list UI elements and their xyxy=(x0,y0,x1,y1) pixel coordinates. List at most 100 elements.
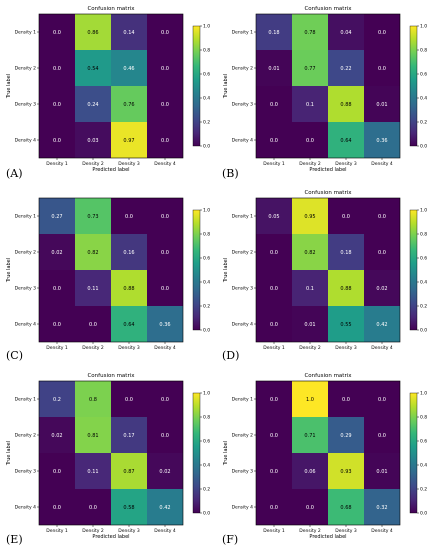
x-tick-label: Density 4 xyxy=(154,345,176,351)
heatmap-cell xyxy=(147,453,183,489)
heatmap-cell xyxy=(39,306,75,342)
y-tick-label: Density 4 xyxy=(15,505,37,511)
cell-value-label: 0.88 xyxy=(340,286,351,292)
x-tick-label: Density 3 xyxy=(335,345,357,351)
cell-value-label: 0.78 xyxy=(304,30,315,36)
cell-value-label: 0.0 xyxy=(89,505,97,511)
colorbar-tick-label: 0.2 xyxy=(420,487,427,493)
heatmap-cell xyxy=(292,270,328,306)
y-tick-label: Density 1 xyxy=(232,30,254,36)
colorbar-tick-label: 0.6 xyxy=(203,256,210,262)
heatmap-svg: Confusion matrix 0.18 0.78 0.04 0.0 0.01 0.77 0… xyxy=(223,6,427,173)
heatmap-cell xyxy=(364,234,400,270)
colorbar-tick-label: 1.0 xyxy=(420,208,427,214)
colorbar xyxy=(409,209,418,331)
cell-value-label: 0.0 xyxy=(378,397,386,403)
heatmap-cell xyxy=(256,489,292,525)
heatmap-cell xyxy=(292,86,328,122)
heatmap-cell xyxy=(75,381,111,417)
heatmap-cell xyxy=(328,234,364,270)
y-tick-label: Density 3 xyxy=(232,469,254,475)
y-tick-label: Density 2 xyxy=(232,66,254,72)
heatmap-cell xyxy=(328,122,364,158)
x-tick-label: Density 3 xyxy=(335,528,357,534)
cell-value-label: 0.01 xyxy=(268,66,279,72)
x-axis-label: Predicted label xyxy=(309,167,346,173)
cell-value-label: 0.54 xyxy=(87,66,98,72)
cell-value-label: 0.0 xyxy=(270,102,278,108)
cell-value-label: 0.11 xyxy=(87,469,98,475)
heatmap-svg: Confusion matrix 0.05 0.95 0.0 0.0 0.0 0.82 0.1… xyxy=(223,190,427,351)
y-tick-label: Density 2 xyxy=(232,250,254,256)
y-tick-label: Density 1 xyxy=(15,397,37,403)
heatmap-cell xyxy=(147,306,183,342)
cell-value-label: 0.76 xyxy=(123,102,134,108)
cell-value-label: 0.18 xyxy=(340,250,351,256)
x-axis-label: Predicted label xyxy=(92,534,129,540)
heatmap-cell xyxy=(256,270,292,306)
cell-value-label: 0.0 xyxy=(161,397,169,403)
heatmap-cell xyxy=(256,50,292,86)
y-tick-label: Density 1 xyxy=(232,214,254,220)
y-tick-label: Density 1 xyxy=(15,214,37,220)
heatmap-cell xyxy=(39,417,75,453)
heatmap-svg: Confusion matrix 0.0 0.86 0.14 0.0 0.0 0.54 0.4… xyxy=(6,6,210,173)
colorbar xyxy=(409,25,418,147)
y-tick-label: Density 2 xyxy=(15,433,37,439)
heatmap-cell xyxy=(364,453,400,489)
heatmap-cell xyxy=(111,381,147,417)
colorbar-tick-label: 0.4 xyxy=(420,96,427,102)
cell-value-label: 0.02 xyxy=(51,433,62,439)
y-tick-label: Density 3 xyxy=(15,469,37,475)
heatmap-cell xyxy=(111,234,147,270)
x-axis-label: Predicted label xyxy=(92,167,129,173)
panel-label-b: (B) xyxy=(222,167,239,180)
cell-value-label: 0.0 xyxy=(306,138,314,144)
y-axis-label: True label xyxy=(223,74,229,99)
heatmap-cell xyxy=(292,234,328,270)
cell-value-label: 0.0 xyxy=(378,30,386,36)
x-tick-label: Density 2 xyxy=(299,161,321,167)
cell-value-label: 0.0 xyxy=(53,138,61,144)
cell-value-label: 0.0 xyxy=(270,469,278,475)
heatmap-cell xyxy=(39,381,75,417)
heatmap-cell xyxy=(147,270,183,306)
cell-value-label: 0.27 xyxy=(51,214,62,220)
heatmap-cell xyxy=(256,306,292,342)
y-tick-label: Density 3 xyxy=(15,102,37,108)
heatmap-cell xyxy=(256,14,292,50)
colorbar-tick-label: 0.6 xyxy=(420,72,427,78)
heatmap-cell xyxy=(328,50,364,86)
heatmap-cell xyxy=(39,14,75,50)
confusion-matrix-a: Confusion matrix 0.0 0.86 0.14 0.0 0.0 0.54 0.4… xyxy=(5,4,215,176)
chart-title: Confusion matrix xyxy=(304,190,352,196)
colorbar xyxy=(409,392,418,514)
heatmap-cell xyxy=(111,453,147,489)
heatmap-cell xyxy=(147,198,183,234)
heatmap-cell xyxy=(364,86,400,122)
cell-value-label: 0.87 xyxy=(123,469,134,475)
cell-value-label: 0.17 xyxy=(123,433,134,439)
heatmap-cell xyxy=(328,489,364,525)
cell-value-label: 0.46 xyxy=(123,66,134,72)
heatmap-cell xyxy=(147,489,183,525)
heatmap-cell xyxy=(111,306,147,342)
colorbar-tick-label: 0.0 xyxy=(420,144,427,150)
cell-value-label: 0.24 xyxy=(87,102,98,108)
y-tick-label: Density 4 xyxy=(232,138,254,144)
colorbar-tick-label: 0.2 xyxy=(203,304,210,310)
cell-value-label: 0.0 xyxy=(161,214,169,220)
colorbar-tick-label: 0.8 xyxy=(420,48,427,54)
cell-value-label: 0.02 xyxy=(159,469,170,475)
x-tick-label: Density 1 xyxy=(263,528,285,534)
x-axis-label: Predicted label xyxy=(309,534,346,540)
cell-value-label: 0.0 xyxy=(161,286,169,292)
colorbar-tick-label: 0.4 xyxy=(420,280,427,286)
cell-value-label: 0.04 xyxy=(340,30,351,36)
chart-title: Confusion matrix xyxy=(304,373,352,379)
heatmap-cell xyxy=(147,50,183,86)
colorbar-tick-label: 0.2 xyxy=(203,487,210,493)
cell-value-label: 0.0 xyxy=(53,66,61,72)
cell-value-label: 0.22 xyxy=(340,66,351,72)
heatmap-cell xyxy=(292,122,328,158)
